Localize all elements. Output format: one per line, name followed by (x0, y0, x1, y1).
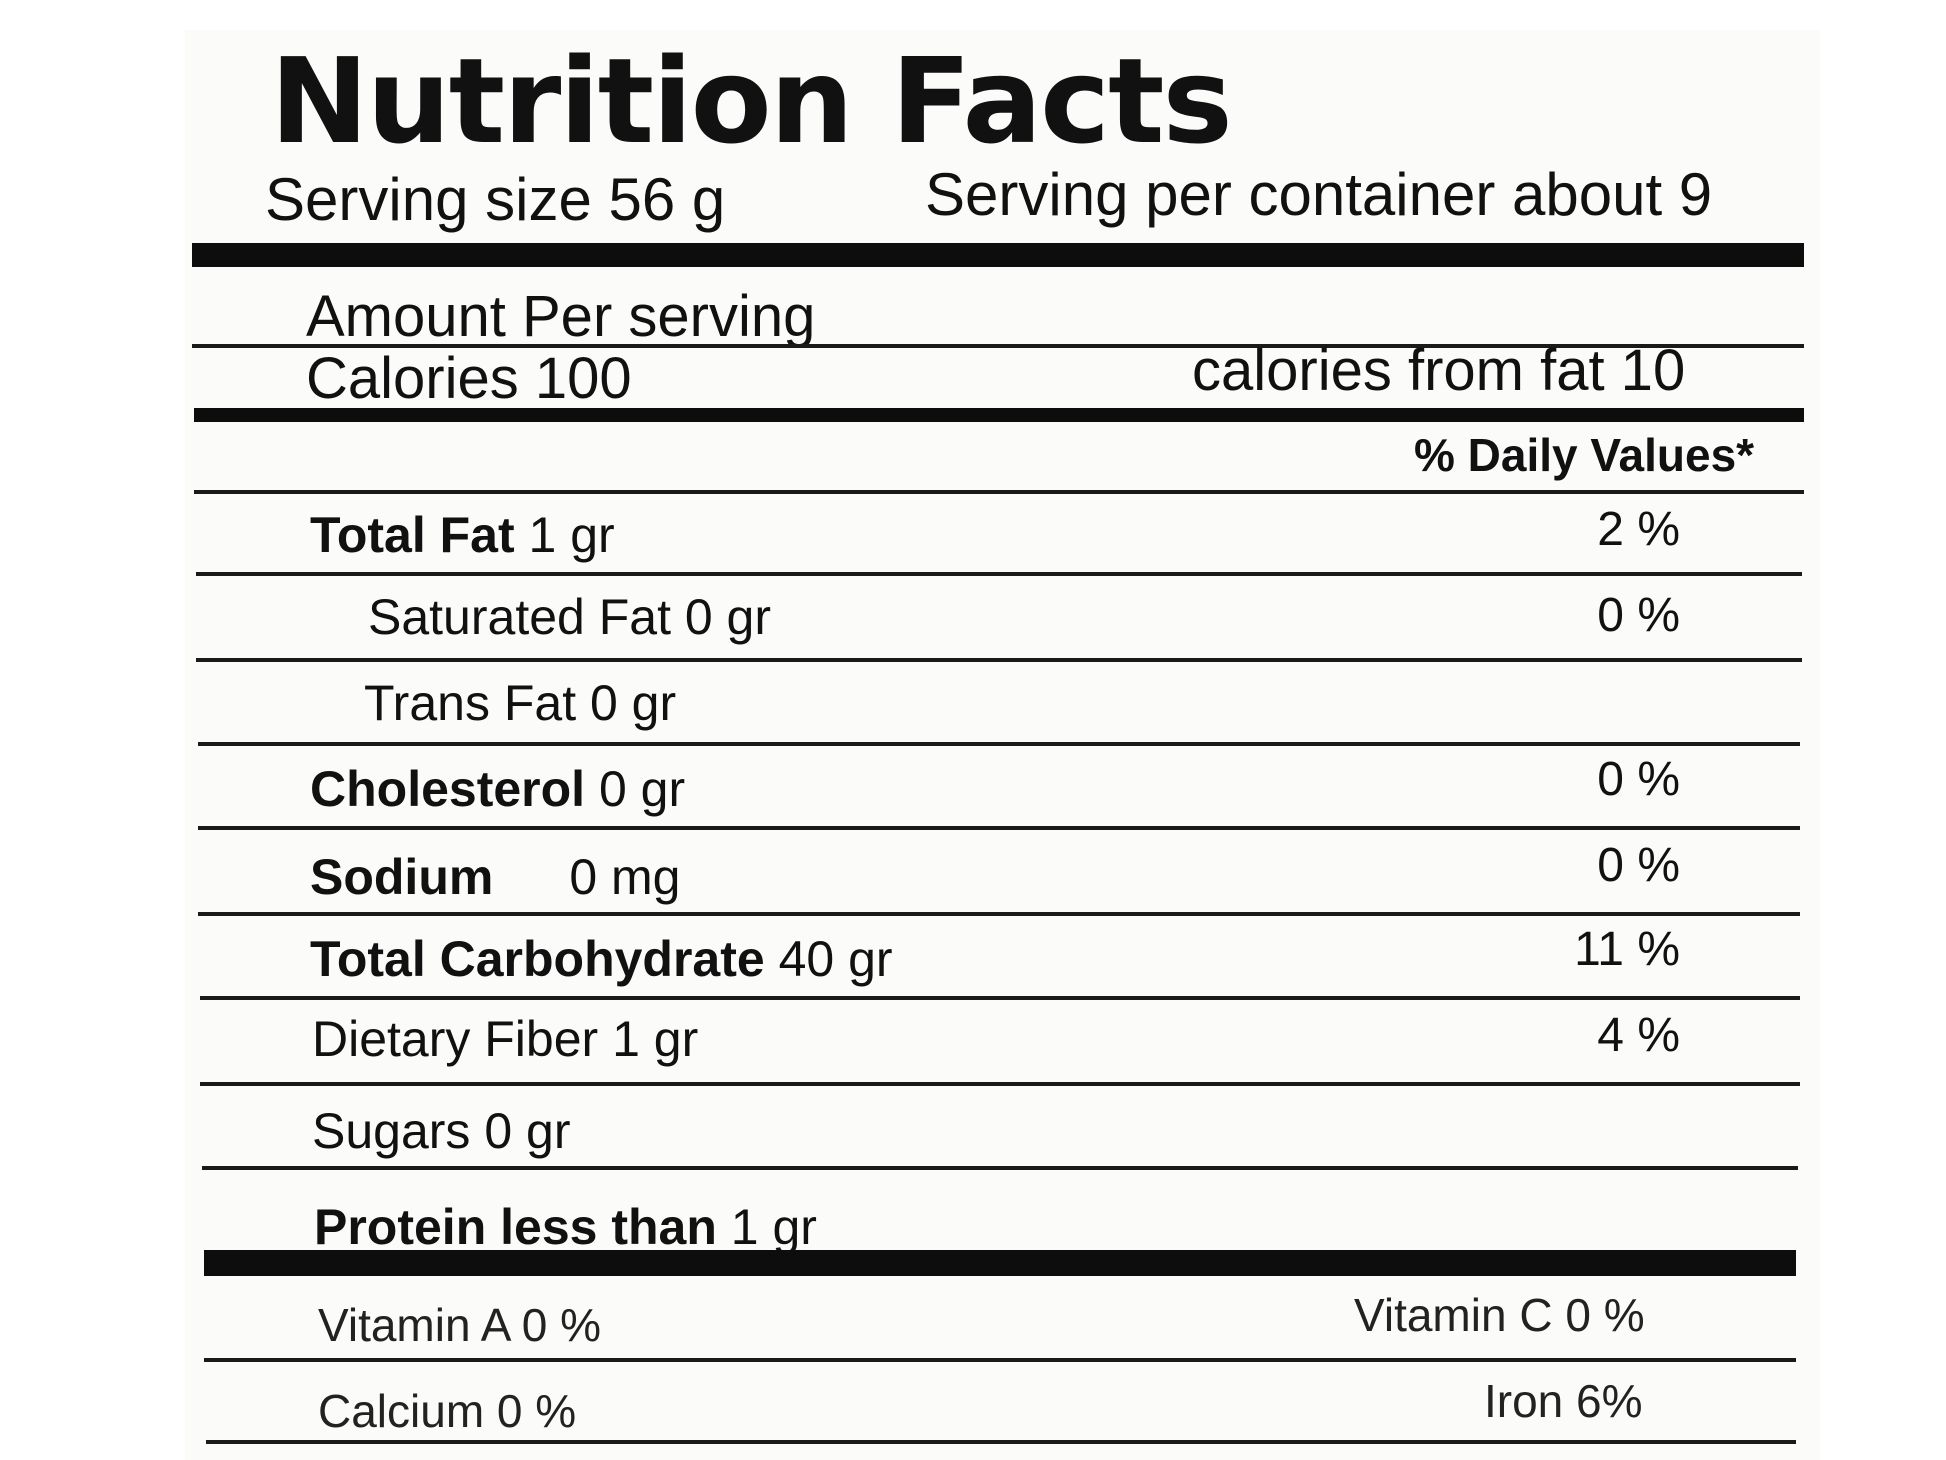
rule-sugars (202, 1166, 1798, 1170)
cholesterol-amount: 0 gr (598, 761, 686, 817)
calcium: Calcium 0 % (318, 1385, 577, 1437)
serving-size: Serving size 56 g (265, 166, 726, 233)
sodium-row: Sodium 0 mg (310, 852, 681, 902)
dietary-fiber-row: Dietary Fiber 1 gr (312, 1011, 699, 1067)
cholesterol-name: Cholesterol (310, 761, 586, 817)
rule-vitamins (204, 1358, 1796, 1362)
calories-from-fat: calories from fat 10 (1192, 338, 1686, 403)
cholesterol-row: Cholesterol 0 gr (310, 764, 685, 814)
total-carbohydrate-dv: 11 % (1574, 923, 1680, 976)
total-fat-dv: 2 % (1597, 503, 1680, 556)
thick-divider-vitamins (204, 1250, 1796, 1276)
sodium-name: Sodium (310, 849, 494, 905)
total-fat-name: Total Fat (310, 507, 515, 563)
total-carbohydrate-name: Total Carbohydrate (310, 931, 765, 987)
servings-per-container: Serving per container about 9 (925, 161, 1713, 228)
label-title: Nutrition Facts (270, 32, 1233, 170)
rule-dv-header (194, 490, 1804, 494)
total-fat-amount: 1 gr (528, 507, 615, 563)
iron: Iron 6% (1484, 1375, 1643, 1427)
cholesterol-dv: 0 % (1597, 753, 1680, 806)
daily-values-header: % Daily Values* (1414, 429, 1755, 481)
trans-fat-row: Trans Fat 0 gr (364, 675, 677, 731)
saturated-fat-row: Saturated Fat 0 gr (368, 589, 772, 645)
medium-divider (194, 408, 1804, 422)
amount-per-serving: Amount Per serving (306, 284, 816, 349)
total-fat-row: Total Fat 1 gr (310, 510, 615, 560)
dietary-fiber-dv: 4 % (1597, 1009, 1680, 1062)
rule-amount (192, 344, 1804, 348)
rule-cholesterol (198, 826, 1800, 830)
thick-divider-top (192, 243, 1804, 267)
calories: Calories 100 (306, 346, 632, 411)
vitamin-c: Vitamin C 0 % (1354, 1289, 1645, 1341)
total-carbohydrate-amount: 40 gr (778, 931, 893, 987)
sodium-dv: 0 % (1597, 839, 1680, 892)
protein-row: Protein less than 1 gr (314, 1202, 817, 1252)
saturated-fat-dv: 0 % (1597, 589, 1680, 642)
sodium-amount: 0 mg (569, 849, 681, 905)
rule-saturated-fat (196, 658, 1802, 662)
sugars-row: Sugars 0 gr (312, 1103, 571, 1159)
rule-bottom (206, 1440, 1796, 1444)
vitamin-a: Vitamin A 0 % (318, 1299, 601, 1351)
total-carbohydrate-row: Total Carbohydrate 40 gr (310, 934, 893, 984)
protein-name: Protein less than (314, 1199, 717, 1255)
rule-total-fat (196, 572, 1802, 576)
rule-sodium (198, 912, 1800, 916)
rule-dietary-fiber (200, 1082, 1800, 1086)
rule-trans-fat (198, 742, 1800, 746)
rule-total-carbohydrate (200, 996, 1800, 1000)
protein-amount: 1 gr (730, 1199, 817, 1255)
